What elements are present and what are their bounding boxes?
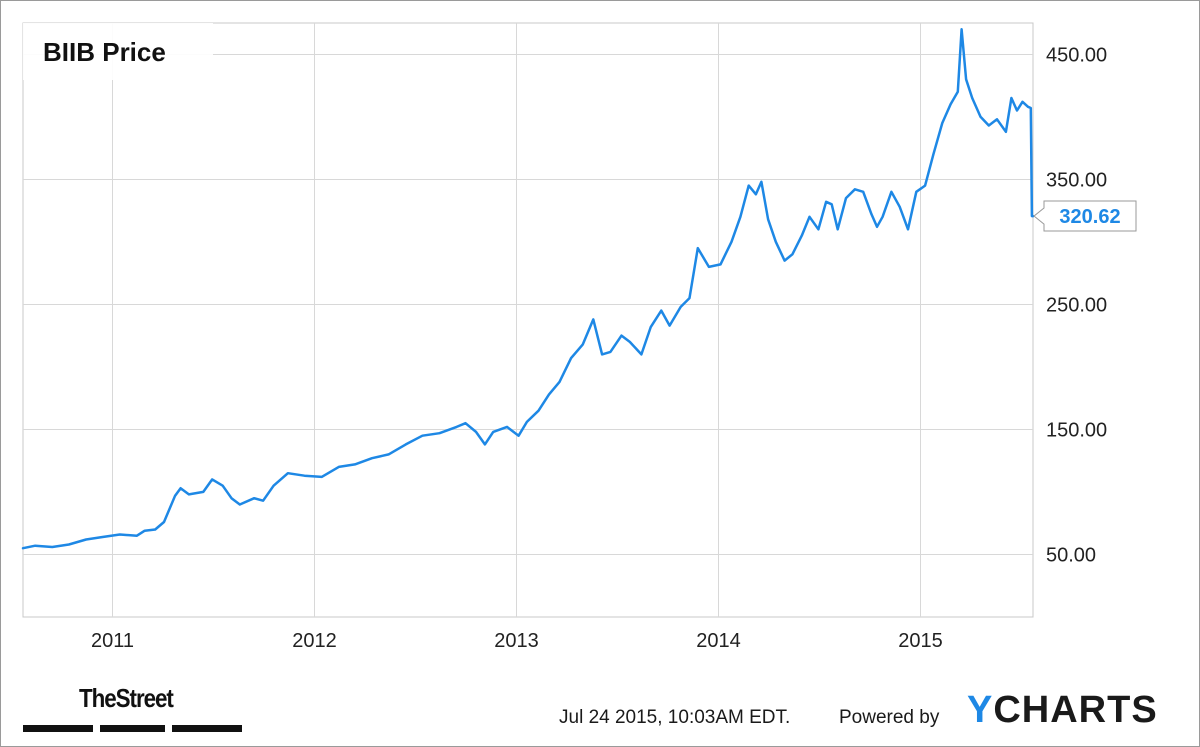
last-value-box [1033, 200, 1137, 232]
thestreet-logo: TheStreet [23, 683, 243, 733]
title-box: BIIB Price [23, 23, 213, 80]
price-line [21, 28, 1035, 550]
x-tick-label: 2014 [696, 630, 741, 652]
chart-title: BIIB Price [43, 37, 166, 67]
thestreet-logo-bar-3 [172, 725, 242, 732]
ycharts-logo[interactable]: YCHARTS [967, 689, 1158, 732]
powered-by-text: Powered by [839, 707, 940, 728]
y-tick-label: 450.00 [1046, 45, 1107, 67]
y-tick-label: 50.00 [1046, 545, 1096, 567]
x-tick-label: 2013 [494, 630, 539, 652]
ycharts-logo-y: Y [967, 689, 994, 731]
grid [22, 22, 1034, 618]
x-tick-label: 2012 [292, 630, 337, 652]
x-tick-label: 2015 [898, 630, 943, 652]
last-value-label-group: 320.62 [1033, 200, 1137, 232]
y-tick-label: 150.00 [1046, 420, 1107, 442]
last-value-label: 320.62 [1059, 206, 1120, 228]
timestamp: Jul 24 2015, 10:03AM EDT. [559, 707, 791, 728]
axes: 50.00 150.00 250.00 350.00 450.00 2011 2012 201… [91, 45, 1107, 653]
y-tick-label: 350.00 [1046, 170, 1107, 192]
thestreet-logo-bar-2 [100, 725, 165, 732]
plot-area [22, 22, 1034, 618]
x-tick-label: 2011 [91, 630, 134, 652]
thestreet-logo-bar-1 [23, 725, 93, 732]
thestreet-logo-text: TheStreet [79, 683, 174, 713]
y-tick-label: 250.00 [1046, 295, 1107, 317]
ycharts-logo-rest: CHARTS [993, 689, 1158, 731]
series-layer [21, 28, 1035, 550]
